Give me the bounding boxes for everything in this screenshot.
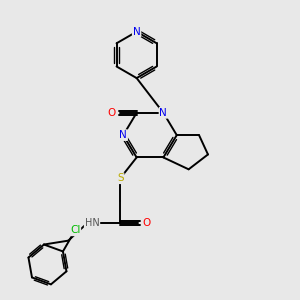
Text: O: O [108,108,116,118]
Text: HN: HN [85,218,99,228]
Text: S: S [117,173,124,183]
Text: N: N [133,27,140,37]
Text: Cl: Cl [70,225,80,235]
Text: N: N [119,130,127,140]
Text: N: N [160,108,167,118]
Text: O: O [142,218,151,228]
